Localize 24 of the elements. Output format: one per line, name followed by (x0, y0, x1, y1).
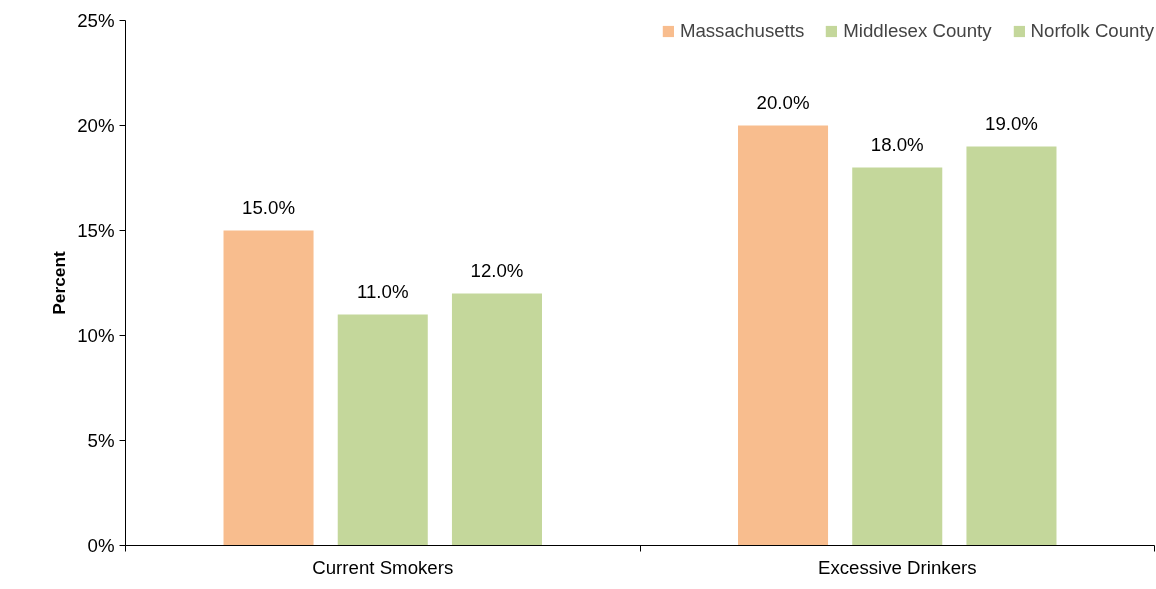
y-tick-label: 0% (87, 535, 115, 556)
bar (852, 167, 943, 546)
bar (738, 125, 829, 546)
y-axis-title: Percent (49, 250, 70, 315)
x-tick-label: Excessive Drinkers (817, 556, 977, 578)
data-label: 12.0% (470, 259, 524, 281)
y-tick-label: 25% (77, 10, 115, 31)
legend-label: Middlesex County (843, 20, 992, 42)
legend-label: Massachusetts (679, 20, 805, 42)
y-tick-label: 5% (87, 430, 115, 451)
bar (451, 293, 542, 546)
legend-label: Norfolk County (1030, 20, 1154, 42)
data-label: 18.0% (870, 133, 924, 155)
bar (223, 230, 314, 546)
bar (966, 146, 1057, 546)
data-label: 15.0% (242, 196, 295, 218)
bar (337, 314, 428, 546)
y-tick-label: 15% (77, 220, 115, 241)
x-tick-label: Current Smokers (312, 556, 454, 578)
data-label: 19.0% (985, 112, 1038, 134)
y-tick-label: 20% (77, 115, 115, 136)
data-label: 20.0% (756, 91, 810, 113)
y-tick-label: 10% (77, 325, 115, 346)
data-label: 11.0% (356, 280, 409, 302)
